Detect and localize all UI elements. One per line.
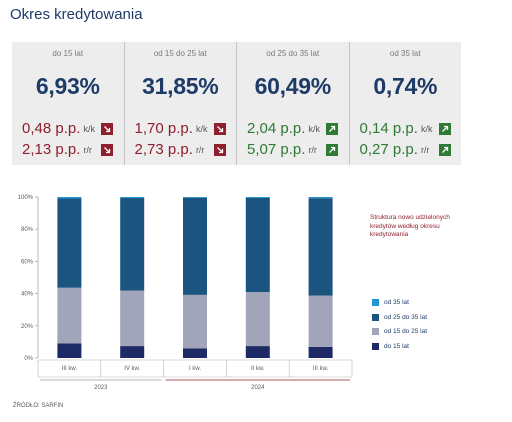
kpi-yy-unit: r/r	[308, 144, 317, 155]
bar-segment	[183, 197, 207, 295]
kpi-qq-change: 2,04 p.p.	[247, 120, 306, 137]
x-tick-label: II kw.	[251, 366, 265, 372]
kpi-yy-unit: r/r	[83, 144, 92, 155]
kpi-yy-change: 2,73 p.p.	[134, 141, 193, 158]
kpi-period-label: od 25 do 35 lat	[266, 49, 320, 58]
kpi-card-0: do 15 lat 6,93% 0,48 p.p. k/k 2,13 p.p. …	[12, 42, 124, 165]
kpi-qq-unit: k/k	[195, 123, 208, 134]
legend-swatch	[372, 342, 379, 350]
y-tick-label: 40%	[21, 292, 34, 298]
kpi-qq-row: 1,70 p.p. k/k	[133, 120, 229, 137]
bar-segment	[245, 197, 270, 293]
legend-label: od 35 lat	[384, 299, 409, 306]
kpi-period-label: od 15 do 25 lat	[153, 49, 207, 58]
kpi-card-1: od 15 do 25 lat 31,85% 1,70 p.p. k/k 2,7…	[123, 42, 236, 165]
bar-segment	[183, 197, 207, 198]
kpi-period-label: do 15 lat	[52, 49, 84, 58]
legend-item: do 15 lat	[372, 342, 462, 350]
trend-arrow-icon	[326, 122, 339, 135]
trend-arrow-icon	[326, 143, 339, 156]
kpi-yy-unit: r/r	[420, 144, 430, 155]
trend-arrow-icon	[438, 122, 451, 135]
bar-segment	[120, 198, 145, 291]
bar-segment	[245, 196, 270, 198]
legend-label: od 15 do 25 lat	[384, 328, 428, 335]
trend-arrow-icon	[101, 143, 114, 156]
legend-swatch	[372, 328, 379, 335]
kpi-yy-unit: r/r	[195, 144, 205, 155]
legend-label: od 25 do 35 lat	[384, 313, 428, 321]
bar-segment	[183, 348, 207, 358]
kpi-share-value: 60,49%	[254, 73, 332, 99]
kpi-card-2: od 25 do 35 lat 60,49% 2,04 p.p. k/k 5,0…	[236, 42, 349, 165]
bar-segment	[120, 346, 145, 358]
bar-segment	[120, 290, 145, 347]
legend-item: od 35 lat	[372, 299, 462, 306]
stacked-bar-chart: 0% 20% 40% 60% 80% 100% III kw. IV kw. I kw. II k…	[18, 195, 353, 391]
x-tick-label: I kw.	[189, 366, 201, 372]
kpi-qq-row: 0,48 p.p. k/k	[20, 120, 116, 137]
legend-item: od 25 do 35 lat	[372, 313, 462, 321]
year-label: 2023	[94, 385, 108, 391]
kpi-panel: do 15 lat 6,93% 0,48 p.p. k/k 2,13 p.p. …	[12, 42, 461, 165]
bar-segment	[57, 197, 82, 199]
y-tick-label: 100%	[18, 195, 34, 201]
bar-segment	[245, 346, 270, 358]
x-tick-label: III kw.	[62, 366, 78, 372]
bar-segment	[57, 198, 82, 288]
kpi-yy-row: 2,13 p.p. r/r	[20, 141, 116, 158]
legend-swatch	[372, 313, 379, 321]
kpi-share-value: 31,85%	[142, 73, 219, 99]
kpi-yy-change: 5,07 p.p.	[247, 141, 306, 158]
y-tick-label: 20%	[21, 324, 34, 330]
y-tick-label: 80%	[21, 227, 34, 233]
kpi-qq-change: 0,48 p.p.	[22, 120, 81, 137]
kpi-qq-change: 0,14 p.p.	[359, 120, 418, 137]
source-note: ŹRÓDŁO: SARFIN	[13, 403, 64, 409]
bar-segment	[308, 196, 333, 199]
kpi-qq-unit: k/k	[420, 123, 433, 134]
y-tick-label: 0%	[24, 356, 33, 362]
kpi-share-value: 6,93%	[35, 73, 100, 99]
bar-segment	[120, 197, 145, 199]
bar-segment	[308, 198, 333, 296]
bar-segment	[308, 346, 333, 358]
kpi-qq-change: 1,70 p.p.	[134, 120, 193, 137]
kpi-qq-row: 2,04 p.p. k/k	[245, 120, 341, 137]
year-label: 2024	[251, 385, 265, 391]
bar-segment	[57, 343, 82, 358]
trend-arrow-icon	[438, 143, 451, 156]
kpi-qq-unit: k/k	[83, 123, 95, 134]
bar-segment	[245, 292, 270, 347]
bar-segment	[57, 287, 82, 344]
kpi-share-value: 0,74%	[373, 73, 438, 99]
kpi-yy-change: 2,13 p.p.	[22, 141, 81, 158]
trend-arrow-icon	[101, 122, 114, 135]
page-title: Okres kredytowania	[10, 6, 143, 23]
trend-arrow-icon	[213, 122, 226, 135]
legend-swatch	[372, 299, 379, 306]
x-tick-label: III kw.	[313, 366, 329, 372]
bar-segment	[308, 295, 333, 347]
bar-segment	[183, 294, 207, 349]
kpi-yy-row: 2,73 p.p. r/r	[133, 141, 229, 158]
x-tick-label: IV kw.	[124, 366, 140, 372]
legend-title: Struktura nowo udzielonych kredytów wedł…	[370, 214, 450, 238]
y-tick-label: 60%	[21, 259, 34, 265]
legend-item: od 15 do 25 lat	[372, 328, 462, 335]
trend-arrow-icon	[213, 143, 226, 156]
legend-label: do 15 lat	[384, 342, 409, 350]
kpi-qq-unit: k/k	[308, 123, 320, 134]
kpi-card-3: od 35 lat 0,74% 0,14 p.p. k/k 0,27 p.p. …	[348, 42, 461, 165]
kpi-yy-change: 0,27 p.p.	[359, 141, 418, 158]
kpi-period-label: od 35 lat	[389, 49, 421, 58]
kpi-qq-row: 0,14 p.p. k/k	[358, 120, 454, 137]
kpi-yy-row: 5,07 p.p. r/r	[245, 141, 341, 158]
kpi-yy-row: 0,27 p.p. r/r	[358, 141, 454, 158]
